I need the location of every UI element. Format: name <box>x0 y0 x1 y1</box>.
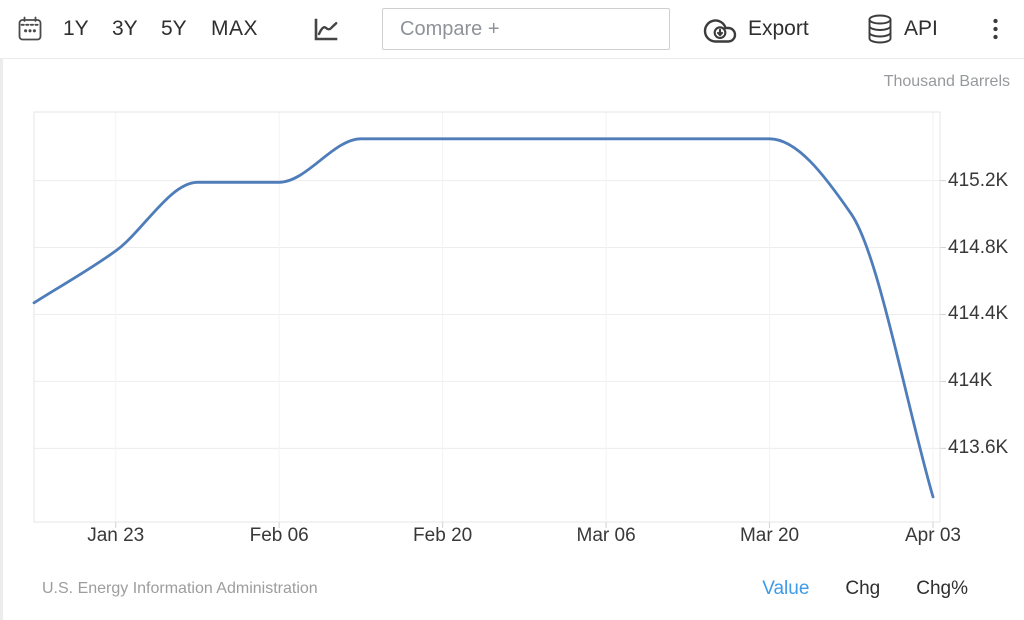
x-axis-tick-label: Mar 20 <box>739 525 800 546</box>
more-options-button[interactable] <box>982 0 1008 58</box>
x-axis-tick-label: Mar 06 <box>576 525 636 546</box>
range-button-5y[interactable]: 5Y <box>161 0 187 58</box>
y-axis-tick-label: 414.8K <box>948 236 1009 258</box>
x-axis-tick-label: Jan 23 <box>87 525 145 546</box>
y-axis-tick-label: 415.2K <box>948 169 1009 191</box>
calendar-icon <box>15 14 45 44</box>
footer-link-value[interactable]: Value <box>762 578 810 599</box>
chart-type-button[interactable] <box>309 0 341 58</box>
range-button-3y[interactable]: 3Y <box>112 0 138 58</box>
footer-metric-tabs: Value Chg Chg% <box>762 578 968 600</box>
database-icon <box>866 13 894 45</box>
axis-unit-label: Thousand Barrels <box>883 73 1010 90</box>
range-label: MAX <box>211 17 259 40</box>
export-label: Export <box>748 17 809 40</box>
line-chart-icon <box>309 13 341 45</box>
footer-link-chg[interactable]: Chg <box>845 578 881 599</box>
y-axis-tick-label: 414K <box>948 370 993 392</box>
x-axis-tick-label: Apr 03 <box>904 525 961 546</box>
y-axis-tick-label: 413.6K <box>948 437 1009 459</box>
series-line-value <box>32 137 935 499</box>
footer-link-chgpct[interactable]: Chg% <box>916 578 968 599</box>
chart-toolbar: 1Y 3Y 5Y MAX Export <box>0 0 1024 59</box>
window-edge <box>0 0 3 620</box>
range-label: 3Y <box>112 17 138 40</box>
date-range-picker-button[interactable] <box>15 0 45 58</box>
kebab-menu-icon <box>991 16 1000 42</box>
range-label: 1Y <box>63 17 89 40</box>
range-button-max[interactable]: MAX <box>211 0 258 58</box>
api-label: API <box>904 17 938 40</box>
cloud-download-icon <box>702 16 738 43</box>
range-button-1y[interactable]: 1Y <box>63 0 89 58</box>
y-axis-tick-label: 414.4K <box>948 303 1009 325</box>
data-source-label: U.S. Energy Information Administration <box>42 580 318 597</box>
range-label: 5Y <box>161 17 187 40</box>
api-button[interactable]: API <box>866 0 938 58</box>
compare-input[interactable] <box>382 8 670 50</box>
x-axis-tick-label: Feb 20 <box>413 525 473 546</box>
x-axis-tick-label: Feb 06 <box>249 525 309 546</box>
export-button[interactable]: Export <box>702 0 809 58</box>
compare-field-wrapper <box>382 8 670 50</box>
